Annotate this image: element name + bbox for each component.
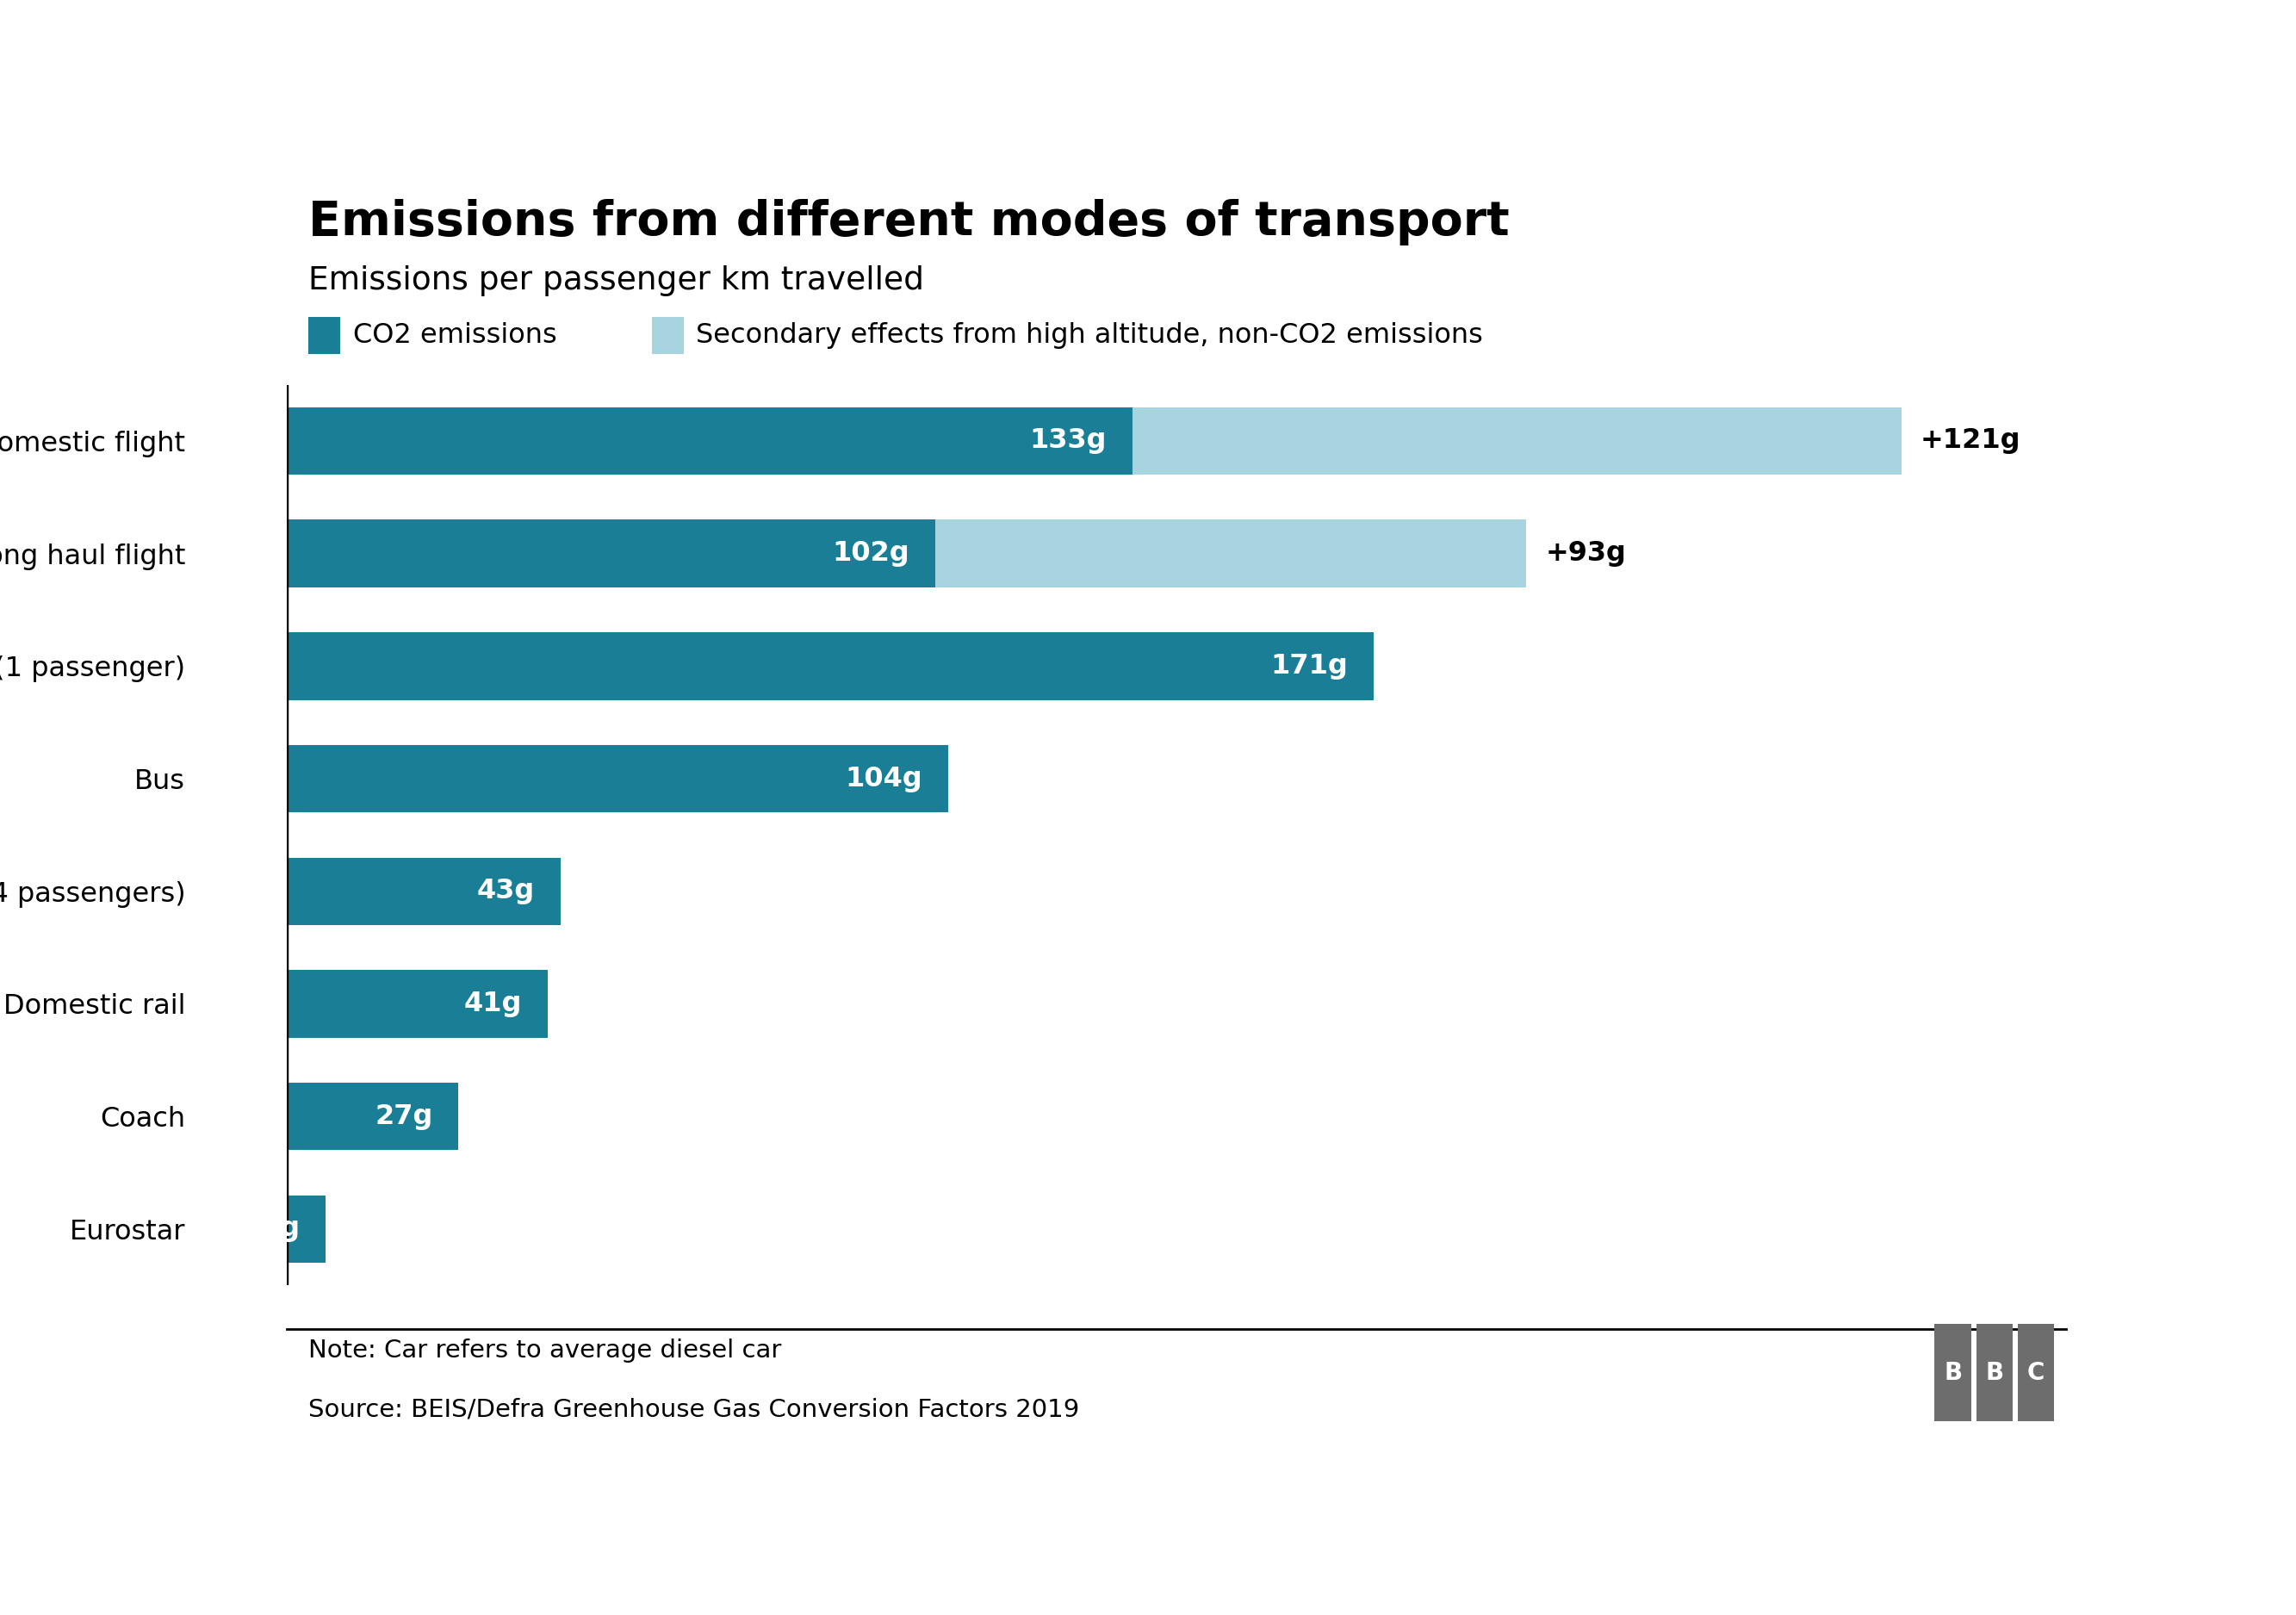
Text: Note: Car refers to average diesel car: Note: Car refers to average diesel car	[308, 1339, 781, 1363]
Text: 6g: 6g	[262, 1216, 301, 1242]
Text: Emissions per passenger km travelled: Emissions per passenger km travelled	[308, 265, 923, 297]
Text: 102g: 102g	[833, 539, 909, 567]
Bar	[287, 633, 1373, 699]
Bar	[308, 317, 340, 354]
Text: 43g: 43g	[478, 879, 535, 904]
Bar	[287, 1082, 459, 1150]
Text: Source: BEIS/Defra Greenhouse Gas Conversion Factors 2019: Source: BEIS/Defra Greenhouse Gas Conver…	[308, 1397, 1079, 1421]
Bar	[287, 971, 546, 1037]
Text: 133g: 133g	[1029, 428, 1107, 454]
Bar	[287, 1195, 326, 1263]
Bar	[287, 858, 560, 925]
Bar	[934, 520, 1527, 588]
Text: 27g: 27g	[374, 1103, 434, 1130]
Bar	[1132, 407, 1901, 475]
Bar	[287, 520, 934, 588]
Text: 171g: 171g	[1272, 652, 1348, 680]
Text: 104g: 104g	[845, 766, 923, 791]
Bar	[287, 407, 1132, 475]
Text: +93g: +93g	[1545, 539, 1626, 567]
Text: 41g: 41g	[464, 990, 521, 1017]
Bar	[287, 745, 948, 812]
Bar	[652, 317, 684, 354]
Text: +121g: +121g	[1919, 428, 2020, 454]
Text: CO2 emissions: CO2 emissions	[354, 323, 556, 349]
Text: Emissions from different modes of transport: Emissions from different modes of transp…	[308, 199, 1508, 245]
Text: Secondary effects from high altitude, non-CO2 emissions: Secondary effects from high altitude, no…	[696, 323, 1483, 349]
